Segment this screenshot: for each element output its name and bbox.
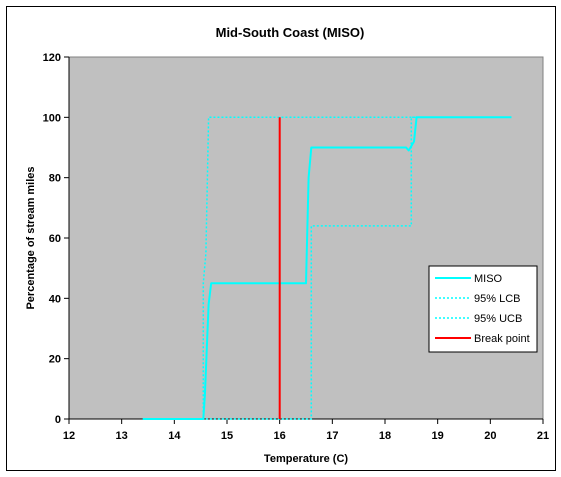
legend-label: Break point [474, 333, 530, 345]
x-axis-title: Temperature (C) [264, 453, 348, 465]
legend: MISO 95% LCB 95% UCB Break point [428, 265, 538, 353]
plot-area [68, 56, 544, 420]
chart-area: Mid-South Coast (MISO) 12 13 14 15 16 17 18 19 2… [6, 6, 556, 471]
y-tick-label: 60 [49, 233, 61, 245]
x-axis: 12 13 14 15 16 17 18 19 20 21 [63, 418, 549, 442]
x-tick-label: 20 [484, 430, 496, 442]
chart-title: Mid-South Coast (MISO) [216, 25, 365, 40]
y-tick-label: 20 [49, 354, 61, 366]
legend-label: MISO [474, 273, 503, 285]
x-tick-label: 16 [274, 430, 286, 442]
series-line-95-lcb [205, 116, 512, 420]
line-chart: Mid-South Coast (MISO) 12 13 14 15 16 17 18 19 2… [25, 25, 549, 465]
legend-label: 95% UCB [474, 313, 522, 325]
x-tick-label: 17 [326, 430, 338, 442]
y-tick-label: 120 [43, 52, 61, 64]
x-tick-label: 12 [63, 430, 75, 442]
y-tick-label: 100 [43, 112, 61, 124]
series-line-miso [142, 116, 512, 420]
y-tick-label: 40 [49, 293, 61, 305]
x-tick-label: 13 [116, 430, 128, 442]
x-tick-label: 21 [537, 430, 549, 442]
series-layer [142, 116, 512, 420]
x-tick-label: 18 [379, 430, 391, 442]
y-axis-title: Percentage of stream miles [25, 166, 37, 309]
x-tick-label: 15 [221, 430, 233, 442]
y-tick-label: 80 [49, 173, 61, 185]
y-tick-label: 0 [55, 414, 61, 426]
y-axis: 0 20 40 60 80 100 120 [43, 52, 70, 426]
legend-label: 95% LCB [474, 293, 520, 305]
series-line-95-ucb [198, 116, 512, 420]
x-tick-label: 19 [432, 430, 444, 442]
x-tick-label: 14 [168, 430, 181, 442]
